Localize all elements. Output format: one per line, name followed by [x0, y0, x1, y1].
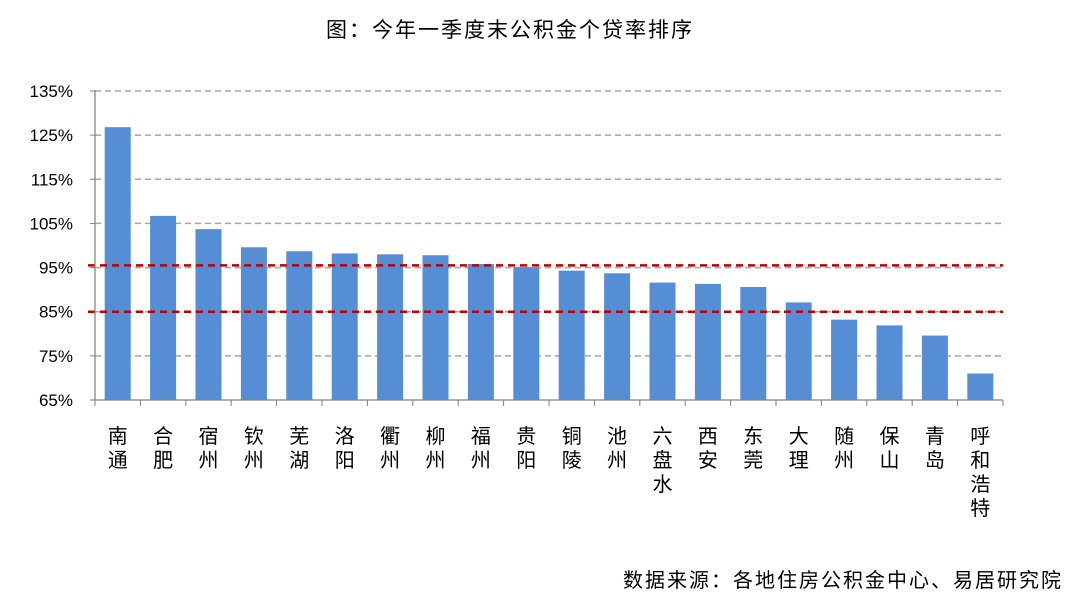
axes: [94, 90, 1004, 406]
y-tick-label: 115%: [31, 170, 73, 189]
chart-title: 图：今年一季度末公积金个贷率排序: [326, 18, 694, 42]
x-tick-label: 保山: [880, 424, 900, 472]
y-tick-label: 85%: [39, 303, 73, 322]
x-tick-label: 东莞: [743, 424, 763, 472]
bar: [513, 267, 540, 400]
bar: [694, 283, 721, 400]
bar: [967, 373, 994, 400]
x-tick-label: 大理: [789, 424, 809, 472]
y-tick-label: 105%: [30, 214, 73, 233]
bar: [467, 264, 494, 400]
x-tick-label: 钦州: [244, 424, 264, 472]
bar: [921, 335, 948, 400]
x-tick-label: 六盘水: [653, 424, 673, 496]
y-tick-label: 75%: [39, 347, 73, 366]
bar: [286, 251, 313, 400]
bars: [104, 127, 994, 400]
x-tick-label: 福州: [471, 424, 491, 472]
bar: [604, 273, 631, 400]
bar: [649, 282, 676, 400]
x-tick-label: 呼和浩特: [970, 424, 990, 520]
y-tick-label: 95%: [39, 259, 73, 278]
y-tick-label: 125%: [30, 126, 73, 145]
reference-lines: [88, 264, 1003, 313]
x-tick-label: 青岛: [925, 424, 945, 472]
grid-lines: [95, 90, 1003, 357]
data-source-note: 数据来源：各地住房公积金中心、易居研究院: [623, 568, 1063, 592]
x-tick-label: 合肥: [153, 424, 173, 472]
bar: [740, 286, 767, 400]
x-tick-label: 洛阳: [335, 424, 355, 472]
bar: [331, 253, 358, 400]
x-tick-label: 西安: [698, 424, 718, 472]
bar: [195, 229, 222, 400]
x-tick-label: 贵阳: [516, 424, 536, 472]
x-tick-label: 柳州: [426, 424, 446, 472]
bar: [831, 319, 858, 400]
bar: [876, 325, 903, 400]
x-tick-label: 衢州: [380, 424, 400, 472]
x-tick-label: 随州: [834, 424, 854, 472]
x-tick-label: 宿州: [199, 424, 219, 472]
y-axis-ticks: 65% 75% 85% 95% 105% 115% 125% 135%: [30, 82, 95, 410]
x-tick-label: 南通: [108, 424, 128, 472]
bar: [377, 254, 404, 400]
bar: [558, 270, 585, 400]
y-tick-label: 65%: [39, 391, 73, 410]
x-tick-label: 池州: [607, 424, 627, 472]
y-tick-label: 135%: [30, 82, 73, 101]
x-tick-label: 芜湖: [289, 424, 309, 472]
bar: [240, 247, 267, 400]
bar: [785, 302, 812, 400]
x-tick-label: 铜陵: [562, 424, 582, 472]
bar: [422, 255, 449, 400]
bar: [104, 127, 131, 400]
bar: [150, 215, 177, 400]
